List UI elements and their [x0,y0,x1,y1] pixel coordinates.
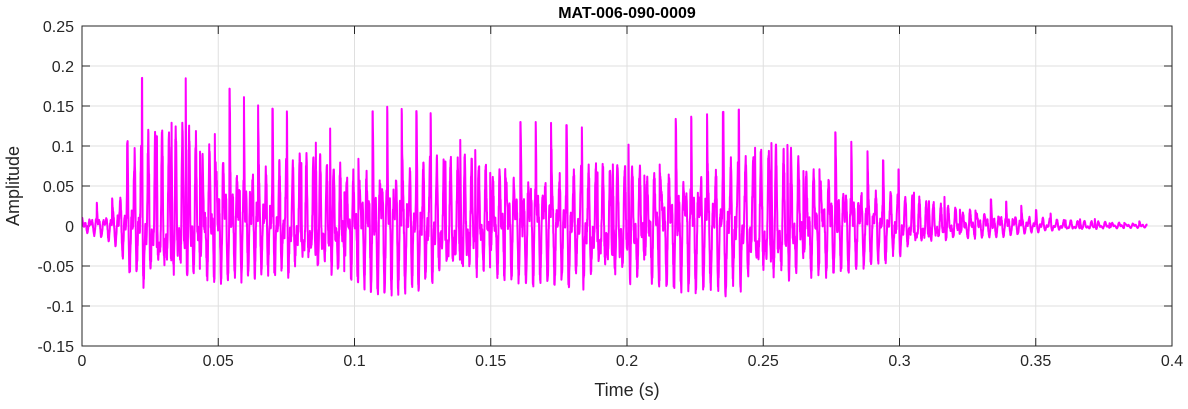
waveform-series-line [82,76,1149,298]
y-tick-label: 0.1 [52,139,74,156]
series-layer [82,76,1149,298]
plot-frame [81,25,1173,347]
x-axis-label: Time (s) [594,380,659,400]
x-tick-label: 0.1 [343,353,365,370]
tick-labels: 0 0.05 0.1 0.15 0.2 0.25 0.3 0.35 0.4 -0.15 -0.1 -0… [38,19,1184,370]
y-tick-label: 0.2 [52,59,74,76]
x-tick-label: 0.2 [616,353,638,370]
chart-title: MAT-006-090-0009 [558,5,696,22]
y-tick-label: 0.25 [43,19,74,36]
x-tick-label: 0.4 [1161,353,1183,370]
y-tick-label: 0.05 [43,179,74,196]
y-axis-label: Amplitude [3,146,23,226]
x-tick-label: 0 [78,353,87,370]
x-tick-label: 0.25 [748,353,779,370]
x-tick-label: 0.35 [1020,353,1051,370]
x-tick-label: 0.3 [888,353,910,370]
x-tick-label: 0.15 [475,353,506,370]
y-tick-label: 0 [65,219,74,236]
y-tick-label: -0.15 [38,339,75,356]
y-tick-label: -0.1 [46,299,74,316]
y-tick-label: -0.05 [38,259,75,276]
y-tick-label: 0.15 [43,99,74,116]
x-tick-label: 0.05 [203,353,234,370]
